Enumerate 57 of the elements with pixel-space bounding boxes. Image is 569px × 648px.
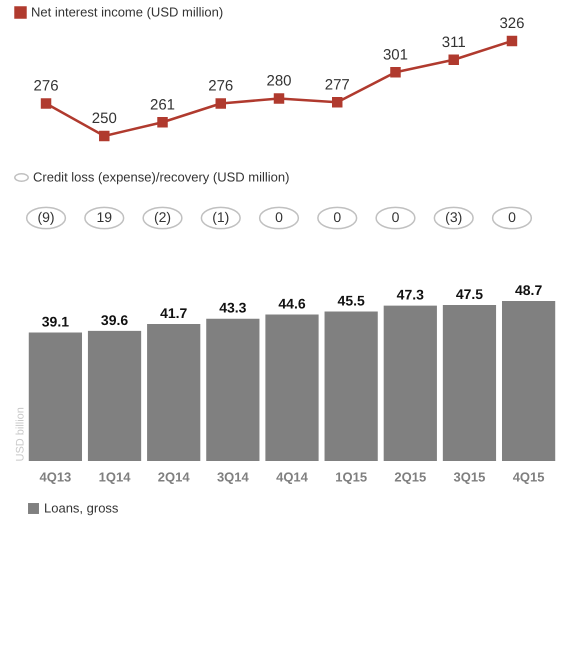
bar (502, 301, 556, 461)
bar (206, 318, 260, 461)
x-tick-label: 3Q15 (454, 470, 486, 484)
x-tick-label: 4Q13 (39, 470, 72, 484)
point (216, 98, 226, 109)
x-tick-label: 3Q14 (216, 470, 250, 484)
point (506, 36, 518, 46)
data-label: 44.6 (278, 295, 306, 312)
point (332, 97, 342, 108)
data-label: 280 (266, 72, 292, 90)
point (99, 130, 110, 142)
data-label: 0 (275, 209, 284, 225)
point (274, 93, 284, 104)
x-tick-label: 1Q15 (335, 470, 368, 484)
data-label: 47.3 (396, 286, 424, 303)
legend-label: Credit loss (expense)/recovery (USD million) (33, 170, 290, 184)
legend-label: Net interest income (USD million) (31, 4, 224, 20)
data-label: (1) (212, 209, 230, 225)
data-label: 47.5 (456, 286, 484, 302)
x-tick-label: 4Q15 (512, 470, 545, 484)
bar (147, 324, 200, 461)
data-label: (9) (37, 209, 55, 225)
data-label: 311 (442, 34, 466, 51)
point (448, 54, 459, 65)
point (40, 98, 52, 109)
x-tick-label: 1Q14 (98, 470, 132, 484)
data-label: 326 (499, 15, 524, 32)
data-label: 276 (208, 78, 234, 94)
bar (88, 330, 142, 461)
bar (28, 332, 82, 461)
x-tick-label: 2Q15 (394, 470, 426, 484)
data-label: 261 (150, 96, 176, 114)
data-label: 0 (333, 209, 342, 225)
data-label: 45.5 (338, 292, 365, 309)
x-tick-label: 4Q14 (276, 470, 309, 484)
x-tick-label: 2Q14 (158, 470, 190, 484)
bar (384, 306, 437, 461)
bar (442, 304, 496, 461)
data-label: 39.6 (100, 312, 128, 328)
data-label: 301 (382, 46, 408, 64)
data-label: 250 (92, 110, 117, 127)
data-label: 276 (34, 78, 59, 94)
legend-label: Loans, gross (44, 500, 119, 516)
data-label: 43.3 (219, 300, 247, 316)
data-label: 39.1 (42, 314, 70, 330)
data-label: (3) (445, 209, 462, 225)
data-label: 19 (96, 209, 112, 225)
data-label: 0 (392, 209, 400, 225)
bar (265, 314, 319, 461)
bar (324, 312, 378, 461)
data-label: 41.7 (160, 305, 188, 321)
point (390, 67, 401, 78)
data-label: 48.7 (514, 282, 542, 298)
data-label: 277 (324, 76, 350, 94)
data-label: (2) (154, 209, 172, 225)
data-label: 0 (508, 209, 516, 225)
point (157, 117, 168, 128)
